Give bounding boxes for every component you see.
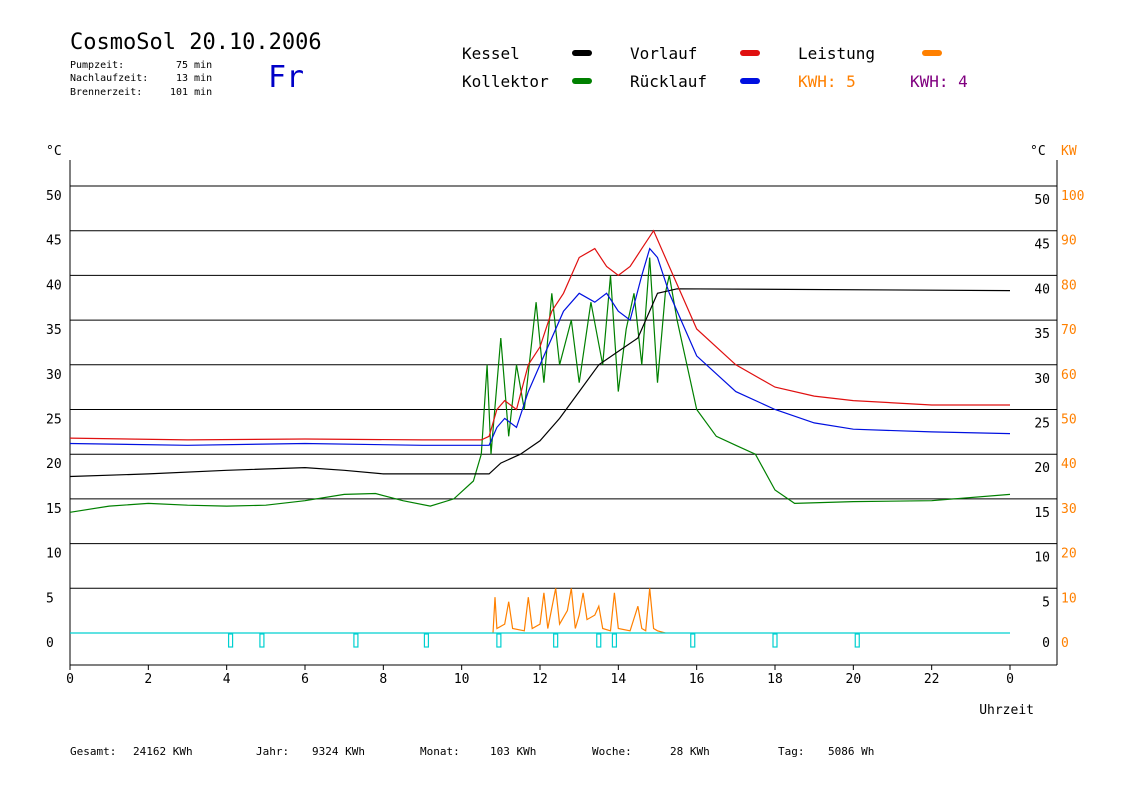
y2-tick-label: 0	[1061, 636, 1069, 651]
series-leistung-line	[492, 588, 666, 634]
legend-leistung-label: Leistung	[798, 44, 876, 63]
x-tick-label: 6	[301, 672, 309, 687]
footer-woche-label: Woche:	[592, 745, 632, 758]
x-tick-label: 2	[144, 672, 152, 687]
legend-kollektor-swatch	[572, 78, 592, 84]
y2-tick-label: 100	[1061, 189, 1084, 204]
y-tick-label: 35	[46, 323, 62, 338]
legend-kessel-swatch	[572, 50, 592, 56]
footer-gesamt-value: 24162 KWh	[133, 745, 193, 758]
y-tick-label: 50	[46, 189, 62, 204]
footer-monat-value: 103 KWh	[490, 745, 537, 758]
y2-tick-label: 30	[1061, 502, 1077, 517]
y-tick-label-right: 5	[1042, 595, 1050, 610]
y2-tick-label: 40	[1061, 457, 1077, 472]
y-tick-label-right: 50	[1034, 193, 1050, 208]
x-tick-label: 14	[611, 672, 627, 687]
y2-tick-label: 70	[1061, 323, 1077, 338]
x-tick-label: 22	[924, 672, 940, 687]
series-vorlauf-line	[69, 229, 1010, 441]
pump-marker	[353, 633, 359, 648]
y-tick-label-right: 35	[1034, 327, 1050, 342]
legend-ruecklauf-swatch	[740, 78, 760, 84]
legend-vorlauf-label: Vorlauf	[630, 44, 698, 63]
y-tick-label-right: 20	[1034, 461, 1050, 476]
pump-marker	[854, 633, 860, 648]
x-tick-label: 12	[532, 672, 548, 687]
pump-marker	[596, 633, 602, 648]
y-axis-label: °C	[46, 144, 62, 159]
y-tick-label: 30	[46, 368, 62, 383]
pump-marker	[611, 633, 618, 648]
y2-tick-label: 90	[1061, 234, 1077, 249]
x-tick-label: 8	[379, 672, 387, 687]
y-tick-label: 10	[46, 547, 62, 562]
pump-marker	[496, 633, 502, 648]
x-tick-label: 0	[66, 672, 74, 687]
legend-kollektor-label: Kollektor	[462, 72, 549, 91]
y-tick-label: 5	[46, 591, 54, 606]
y2-tick-label: 80	[1061, 278, 1077, 293]
pump-marker	[772, 633, 778, 648]
stat-nachlaufzeit: Nachlaufzeit:	[70, 73, 149, 84]
legend-ruecklauf-label: Rücklauf	[630, 72, 708, 91]
y-axis-label-right: °C	[1030, 144, 1046, 159]
stat-pumpzeit-value: 75 min	[176, 60, 213, 71]
y-tick-label: 0	[46, 636, 54, 651]
y-tick-label: 40	[46, 278, 62, 293]
legend-kwh-orange: KWH: 5	[798, 72, 856, 91]
day-name: Fr	[268, 60, 305, 95]
pump-marker	[690, 633, 696, 648]
y-tick-label: 20	[46, 457, 62, 472]
y-tick-label: 15	[46, 502, 62, 517]
y-tick-label-right: 30	[1034, 372, 1050, 387]
y-tick-label-right: 0	[1042, 636, 1050, 651]
y-tick-label: 45	[46, 234, 62, 249]
y-tick-label-right: 45	[1034, 238, 1050, 253]
y2-tick-label: 50	[1061, 413, 1077, 428]
x-tick-label: 4	[223, 672, 231, 687]
x-tick-label: 20	[846, 672, 862, 687]
y2-axis-label: KW	[1061, 144, 1077, 159]
stat-brennerzeit: Brennerzeit:	[70, 87, 143, 98]
x-axis-label: Uhrzeit	[979, 703, 1034, 718]
x-tick-label: 16	[689, 672, 705, 687]
series-kollektor-line	[69, 257, 1011, 513]
footer-jahr-value: 9324 KWh	[312, 745, 365, 758]
stat-nachlaufzeit-value: 13 min	[176, 73, 213, 84]
footer-tag-label: Tag:	[778, 745, 805, 758]
footer-tag-value: 5086 Wh	[828, 745, 875, 758]
pump-marker	[259, 633, 265, 648]
y-tick-label: 25	[46, 413, 62, 428]
legend-kessel-label: Kessel	[462, 44, 520, 63]
y2-tick-label: 20	[1061, 547, 1077, 562]
x-tick-label: 10	[454, 672, 470, 687]
footer-monat-label: Monat:	[420, 745, 460, 758]
y-tick-label-right: 15	[1034, 506, 1050, 521]
footer-woche-value: 28 KWh	[670, 745, 710, 758]
x-tick-label: 0	[1006, 672, 1014, 687]
pump-marker	[423, 633, 430, 648]
legend-leistung-swatch	[922, 50, 942, 56]
stat-pumpzeit: Pumpzeit:	[70, 60, 125, 71]
legend-vorlauf-swatch	[740, 50, 760, 56]
legend-kwh-purple: KWH: 4	[910, 72, 968, 91]
stat-brennerzeit-value: 101 min	[170, 87, 213, 98]
footer-gesamt-label: Gesamt:	[70, 745, 117, 758]
page-title: CosmoSol 20.10.2006	[70, 30, 322, 55]
y2-tick-label: 60	[1061, 368, 1077, 383]
pump-marker	[227, 633, 234, 648]
y-tick-label-right: 10	[1034, 551, 1050, 566]
y-tick-label-right: 25	[1034, 417, 1050, 432]
series-kessel-line	[69, 288, 1011, 478]
y-tick-label-right: 40	[1034, 282, 1050, 297]
series-rcklauf-line	[69, 247, 1011, 446]
y2-tick-label: 10	[1061, 591, 1077, 606]
footer-jahr-label: Jahr:	[256, 745, 290, 758]
x-tick-label: 18	[767, 672, 783, 687]
pump-marker	[553, 633, 559, 648]
